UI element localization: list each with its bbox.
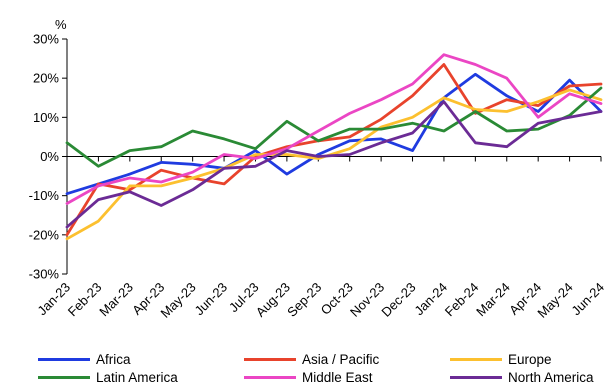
legend-swatch [450, 375, 502, 379]
x-tick-label: Jun-23 [191, 280, 230, 319]
legend-swatch [244, 357, 296, 361]
x-tick-label: Feb-24 [442, 280, 482, 320]
x-tick-label: Mar-24 [473, 280, 513, 320]
y-tick-label: 30% [33, 32, 59, 47]
y-tick-label: -30% [29, 267, 60, 282]
x-tick-label: May-23 [158, 280, 199, 321]
y-tick-label: 0% [40, 149, 59, 164]
legend-swatch [450, 357, 502, 361]
x-tick-label: Jun-24 [568, 280, 607, 319]
series-line-latin-america [65, 86, 603, 168]
series-lines [65, 53, 603, 241]
series-line-europe [65, 88, 603, 241]
legend: Africa Asia / Pacific Europe Latin America M… [0, 344, 616, 390]
legend-label: Africa [96, 351, 131, 367]
legend-item-asia-pacific: Asia / Pacific [244, 350, 379, 368]
y-axis: -30% -20% -10% 0% 10% 20% 30% [29, 32, 68, 282]
y-axis-label: % [55, 17, 67, 32]
series-line-north-america [65, 100, 603, 229]
legend-label: Middle East [302, 369, 373, 385]
x-tick-label: Sep-23 [284, 280, 324, 320]
legend-label: Latin America [96, 369, 178, 385]
legend-label: Asia / Pacific [302, 351, 380, 367]
y-tick-label: 10% [33, 110, 59, 125]
line-chart: % -30%-20%-10%0%10%20%30% Jan-23Feb-23Ma… [29, 17, 607, 321]
y-tick-label: -20% [29, 227, 60, 242]
series-line-asia-pacific [65, 63, 603, 237]
x-tick-label: May-24 [534, 280, 575, 321]
y-tick-label: -10% [29, 188, 60, 203]
x-tick-label: Mar-23 [96, 280, 136, 320]
legend-item-europe: Europe [450, 350, 552, 368]
y-tick-label: 20% [33, 71, 59, 86]
x-tick-label: Aug-23 [253, 280, 293, 320]
legend-item-latin-america: Latin America [38, 368, 178, 386]
series-line-africa [65, 72, 603, 196]
x-tick-label: Feb-23 [65, 280, 105, 320]
x-tick-label: Dec-23 [378, 280, 418, 320]
legend-swatch [38, 357, 90, 361]
legend-swatch [38, 375, 90, 379]
x-tick-label: Nov-23 [347, 280, 387, 320]
legend-label: Europe [508, 351, 552, 367]
legend-item-middle-east: Middle East [244, 368, 373, 386]
legend-label: North America [508, 369, 594, 385]
legend-item-africa: Africa [38, 350, 131, 368]
legend-swatch [244, 375, 296, 379]
legend-item-north-america: North America [450, 368, 594, 386]
series-line-middle-east [65, 53, 603, 205]
